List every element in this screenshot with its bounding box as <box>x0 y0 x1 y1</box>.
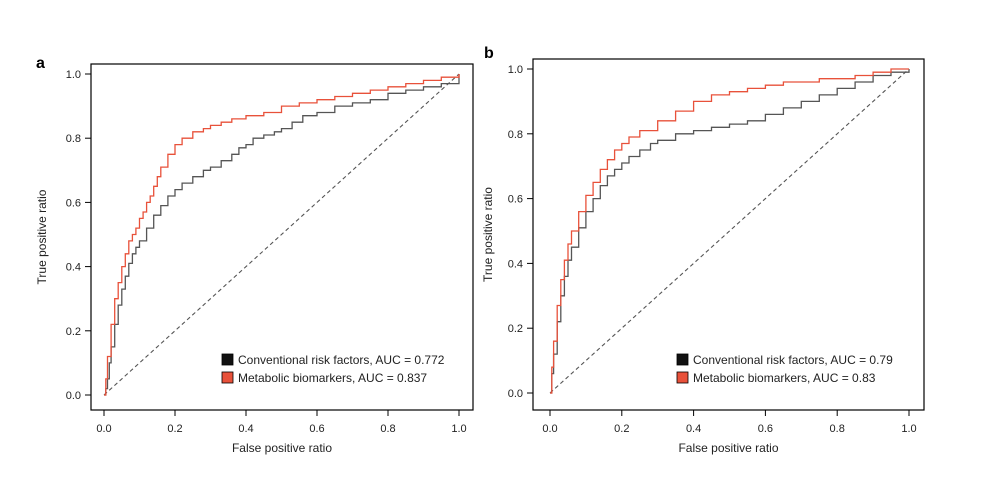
y-tick-label: 0.6 <box>508 194 523 206</box>
legend-swatch <box>221 353 234 366</box>
x-tick-label: 0.8 <box>830 423 845 435</box>
y-tick-label: 1.0 <box>508 64 523 76</box>
reference-diagonal <box>103 73 460 396</box>
x-tick-label: 0.0 <box>542 423 557 435</box>
x-tick-label: 0.6 <box>309 423 324 435</box>
x-tick-label: 0.0 <box>96 423 111 435</box>
reference-diagonal <box>549 68 910 394</box>
y-tick-label: 0.0 <box>66 390 81 402</box>
y-tick-label: 0.6 <box>66 197 81 209</box>
panel-letter: b <box>484 45 494 62</box>
y-tick-label: 0.4 <box>508 258 523 270</box>
legend-label: Metabolic biomarkers, AUC = 0.83 <box>693 371 876 385</box>
x-tick-label: 1.0 <box>451 423 466 435</box>
y-tick-label: 1.0 <box>66 69 81 81</box>
legend-label: Conventional risk factors, AUC = 0.79 <box>693 353 893 367</box>
plot-frame <box>532 58 925 411</box>
legend-swatch <box>676 371 689 384</box>
roc-curve-conventional <box>104 74 460 396</box>
roc-curve-metabolic <box>550 68 909 394</box>
x-axis-title: False positive ratio <box>678 441 778 455</box>
legend-label: Conventional risk factors, AUC = 0.772 <box>238 353 445 367</box>
legend-label: Metabolic biomarkers, AUC = 0.837 <box>238 371 427 385</box>
chart-panel-b: b 0.0 0.2 0.4 0.6 0.8 1.0 0.0 0.2 0.4 0.6 0.8 1.0 Fal… <box>481 45 925 455</box>
x-tick-label: 0.4 <box>238 423 253 435</box>
y-tick-label: 0.2 <box>66 326 81 338</box>
chart-panel-a: a 0.0 0.2 0.4 0.6 0.8 1.0 0.0 0.2 0.4 0.6 0.8 1.0 Fal… <box>35 55 474 455</box>
roc-curve-metabolic <box>104 74 460 396</box>
plot-frame <box>90 63 474 411</box>
x-tick-label: 0.2 <box>614 423 629 435</box>
y-tick-label: 0.2 <box>508 323 523 335</box>
x-axis-title: False positive ratio <box>232 441 332 455</box>
x-tick-label: 0.8 <box>380 423 395 435</box>
legend-swatch <box>221 371 234 384</box>
y-tick-label: 0.8 <box>508 129 523 141</box>
y-axis-title: True positive ratio <box>35 189 49 284</box>
x-tick-label: 0.4 <box>686 423 701 435</box>
y-tick-label: 0.4 <box>66 262 81 274</box>
x-tick-label: 0.2 <box>167 423 182 435</box>
legend-swatch <box>676 353 689 366</box>
roc-curve-conventional <box>550 69 910 394</box>
y-tick-label: 0.0 <box>508 388 523 400</box>
y-axis-title: True positive ratio <box>481 187 495 282</box>
y-tick-label: 0.8 <box>66 133 81 145</box>
x-tick-label: 1.0 <box>901 423 916 435</box>
panel-letter: a <box>36 55 45 72</box>
x-tick-label: 0.6 <box>758 423 773 435</box>
